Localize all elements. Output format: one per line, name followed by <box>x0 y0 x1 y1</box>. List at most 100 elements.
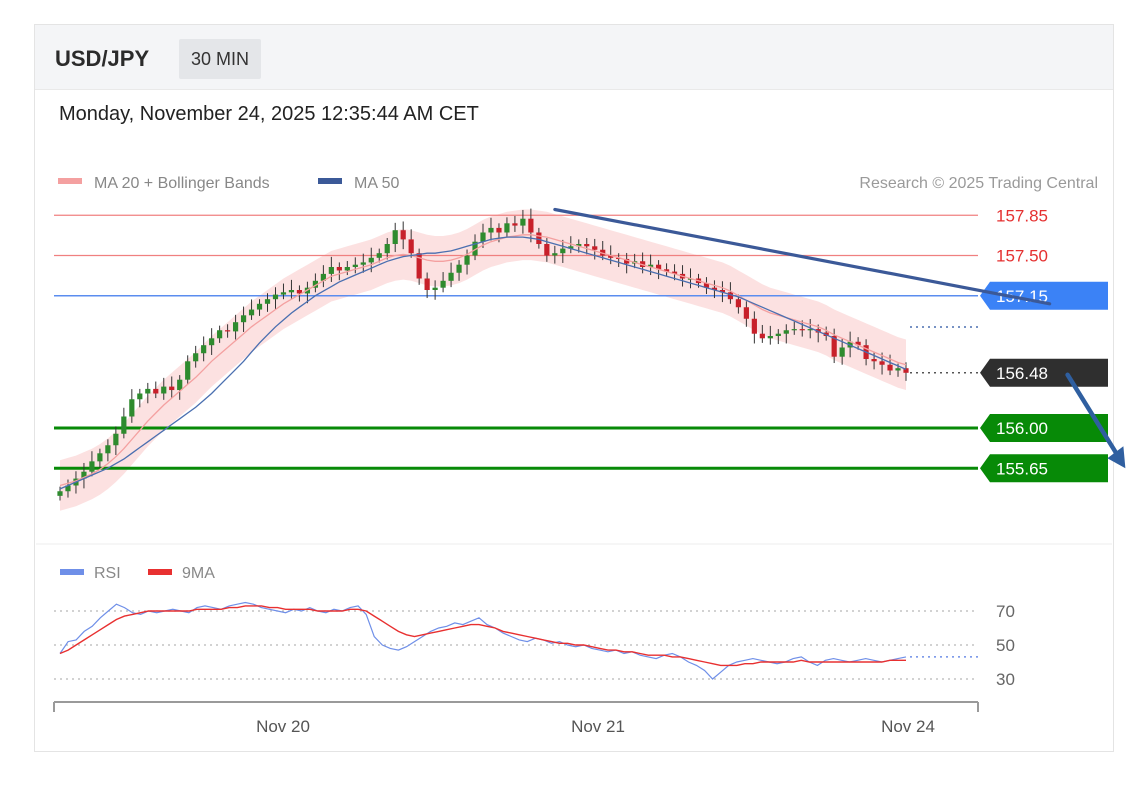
interval-badge[interactable]: 30 MIN <box>179 39 262 79</box>
candle-body <box>424 278 430 290</box>
candle-body <box>209 338 215 346</box>
candle-body <box>711 287 718 290</box>
candle-body <box>671 271 678 274</box>
candle-body <box>225 330 231 332</box>
candle-body <box>895 368 901 371</box>
candle-body <box>296 290 303 294</box>
candle-body <box>855 341 861 346</box>
candle-body <box>400 230 406 240</box>
candle-body <box>448 272 454 281</box>
legend-rsi-swatch <box>60 569 84 575</box>
projection-arrow-shaft <box>1065 372 1122 461</box>
candle-body <box>416 253 422 279</box>
legend-rsi-ma-swatch <box>148 569 172 575</box>
resistance-label-157-50: 157.50 <box>996 247 1048 266</box>
rsi-line <box>59 601 907 680</box>
candle-body <box>456 264 462 273</box>
candle-body <box>408 239 414 254</box>
legend-ma20-swatch <box>58 178 82 184</box>
candle-body <box>217 330 223 339</box>
candle-body <box>392 230 398 244</box>
candle-body <box>480 232 486 242</box>
candle-body <box>137 393 143 400</box>
candle-body <box>496 227 502 233</box>
rsi-ma-line <box>59 605 906 667</box>
candle-body <box>352 264 358 267</box>
candle-body <box>552 253 558 256</box>
candle-body <box>440 280 446 288</box>
candle-body <box>576 244 582 247</box>
candle-body <box>384 244 390 254</box>
candle-body <box>719 290 726 293</box>
credit-text: Research © 2025 Trading Central <box>859 175 1098 192</box>
candle-body <box>432 287 438 290</box>
x-tick-label: Nov 21 <box>571 717 625 736</box>
axis-layer: Nov 20 Nov 21 Nov 24 <box>256 717 935 736</box>
candle-body <box>807 329 813 331</box>
candle-body <box>568 246 574 249</box>
legend-rsi-ma-label: 9MA <box>182 565 215 582</box>
candle-body <box>336 267 342 271</box>
candle-body <box>121 416 127 434</box>
candle-body <box>320 273 326 281</box>
candle-body <box>153 388 159 394</box>
candle-body <box>839 347 845 357</box>
candle-body <box>767 336 773 339</box>
candle-body <box>775 333 781 336</box>
rsi-tick-70: 70 <box>996 602 1015 621</box>
candle-body <box>464 255 470 265</box>
x-tick-label: Nov 20 <box>256 717 310 736</box>
symbol-title: USD/JPY <box>55 46 150 71</box>
candle-body <box>751 318 757 334</box>
support-label-155-65: 155.65 <box>996 459 1048 478</box>
candle-body <box>879 361 885 365</box>
candle-body <box>201 345 207 354</box>
candle-body <box>504 223 510 233</box>
candle-body <box>560 248 566 254</box>
rsi-layer: 70 50 30 <box>54 601 1015 689</box>
legend-ma50-swatch <box>318 178 342 184</box>
chart-card: USD/JPY 30 MIN Monday, November 24, 2025… <box>34 24 1114 752</box>
candle-body <box>129 399 135 417</box>
timestamp: Monday, November 24, 2025 12:35:44 AM CE… <box>59 103 479 125</box>
candle-body <box>264 299 271 304</box>
candle-body <box>663 269 670 272</box>
candle-body <box>759 333 765 339</box>
candle-body <box>799 329 805 331</box>
candle-body <box>528 218 534 233</box>
candle-body <box>735 299 741 308</box>
projection-arrow-head <box>1107 446 1126 469</box>
candle-body <box>472 241 478 256</box>
candle-body <box>105 445 111 454</box>
candle-body <box>113 433 119 446</box>
ma20-line <box>59 234 907 487</box>
candle-body <box>608 255 614 258</box>
candle-body <box>544 244 550 256</box>
bollinger-band <box>60 209 906 511</box>
candle-body <box>520 218 526 226</box>
candle-body <box>256 303 263 310</box>
candle-body <box>376 253 382 258</box>
candle-body <box>783 330 789 334</box>
candle-body <box>248 309 255 316</box>
last-price-badge-156-48 <box>980 358 1108 387</box>
candle-body <box>903 368 909 373</box>
candle-body <box>185 361 191 380</box>
candle-body <box>81 471 87 479</box>
candle-body <box>703 283 710 288</box>
support-label-156-00: 156.00 <box>996 419 1048 438</box>
rsi-tick-50: 50 <box>996 636 1015 655</box>
rsi-tick-30: 30 <box>996 670 1015 689</box>
candle-body <box>272 294 279 300</box>
legend-ma20-label: MA 20 + Bollinger Bands <box>94 175 270 192</box>
candle-body <box>592 246 598 250</box>
candle-body <box>368 257 374 263</box>
candle-body <box>161 386 167 394</box>
candle-body <box>655 264 662 270</box>
resistance-label-157-85: 157.85 <box>996 206 1048 225</box>
candle-body <box>488 227 494 233</box>
legend-rsi-label: RSI <box>94 565 121 582</box>
legend-ma50-label: MA 50 <box>354 175 399 192</box>
candle-body <box>791 329 797 331</box>
